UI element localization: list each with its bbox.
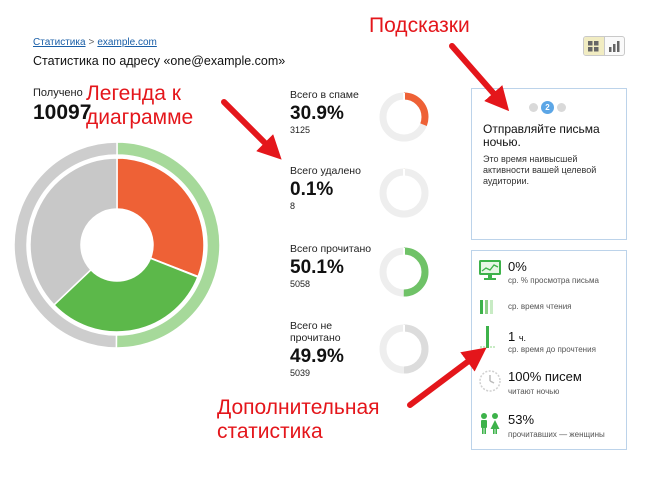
tips-pagination: 2 [529,101,566,114]
chart-view-button[interactable] [605,37,625,55]
night-caption: читают ночью [508,387,560,396]
open-rate-value: 0% [508,259,527,274]
annotation-extra-line-1: Дополнительная [217,396,380,419]
stat-spam: Всего в спаме 30.9% 3125 [290,89,380,136]
women-value: 53% [508,412,535,427]
open-rate-caption: ср. % просмотра письма [508,276,599,285]
breadcrumb-current-link[interactable]: example.com [97,37,157,48]
tips-page-dot-active[interactable]: 2 [541,101,554,114]
page-title: Статистика по адресу «one@example.com» [33,54,286,68]
breadcrumb: Статистика > example.com [33,37,157,48]
view-toggle [583,36,625,56]
time-to-read-bars-icon [480,326,495,348]
stat-label: Всего в спаме [290,89,359,101]
breadcrumb-separator: > [88,37,95,48]
annotation-legend-line-2: диаграмме [86,106,194,129]
stat-count: 5039 [290,368,311,378]
annotation-extra: Дополнительная статистика [217,396,380,444]
received-value: 10097 [33,101,92,124]
tips-page-dot[interactable] [557,103,566,112]
stat-label: Всего удалено [290,165,361,177]
monitor-icon [479,260,501,280]
time-to-read-caption: ср. время до прочтения [508,345,596,354]
read-time-caption: ср. время чтения [508,302,572,311]
read-time-bars-icon [480,300,493,314]
inner-donut-slice-3 [29,157,118,307]
stat-read: Всего прочитано 50.1% 5058 [290,243,380,290]
stat-percent: 30.9% [290,103,344,124]
inner-donut-slice-0 [116,157,205,278]
bar-chart-icon [608,40,620,52]
people-icon [481,413,500,434]
breadcrumb-parent-link[interactable]: Статистика [33,37,86,48]
clock-icon [479,370,501,392]
annotation-tips: Подсказки [369,14,470,37]
women-caption: прочитавших — женщины [508,430,605,439]
spam-ring-chart [379,92,429,142]
stat-unread: Всего не прочитано 49.9% 5039 [290,320,380,379]
stat-count: 8 [290,201,296,211]
stat-percent: 0.1% [290,179,334,200]
outer-donut-slice-1 [14,142,118,348]
main-donut-chart [14,142,220,348]
tips-panel: 2 Отправляйте письма ночью. Это время на… [471,88,627,240]
received-label: Получено [33,87,83,99]
stat-percent: 49.9% [290,346,344,367]
grid-icon [588,40,599,51]
annotation-legend: Легенда к диаграмме [86,82,193,130]
stat-label: Всего не прочитано [290,320,341,344]
tips-page-dot[interactable] [529,103,538,112]
tip-text: Это время наивысшей активности вашей цел… [483,154,597,186]
inner-donut-slice-2 [52,257,199,333]
ring-track [379,168,429,218]
unread-ring-chart [379,324,429,374]
grid-view-button[interactable] [584,37,605,55]
stat-count: 5058 [290,279,311,289]
time-to-read-value: 1 ч. [508,329,527,344]
extra-stats-panel: 0% ср. % просмотра письма ср. время чтен… [471,250,627,450]
read-ring-chart [379,247,429,297]
stat-deleted: Всего удалено 0.1% 8 [290,165,380,212]
annotation-legend-line-1: Легенда к [86,82,181,105]
arrow-to-legend [221,99,282,160]
stat-percent: 50.1% [290,257,344,278]
deleted-ring-chart [379,168,429,218]
stat-label: Всего прочитано [290,243,372,255]
annotation-extra-line-2: статистика [217,420,323,443]
tip-title: Отправляйте письма ночью. [483,122,600,149]
stat-count: 3125 [290,125,311,135]
night-value: 100% писем [508,369,582,384]
